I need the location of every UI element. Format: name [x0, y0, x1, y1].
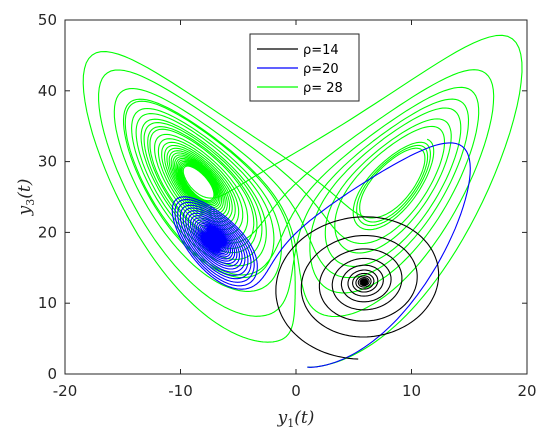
x-tick-label: 0	[291, 382, 301, 400]
y-tick-label: 40	[38, 82, 57, 100]
y-tick-label: 20	[38, 223, 57, 241]
y-axis-label: y3(t)	[15, 179, 37, 217]
series-layer	[82, 34, 523, 368]
legend-label-rho-20: ρ=20	[303, 62, 339, 77]
y-tick-label: 30	[38, 153, 57, 171]
series-line-0	[275, 216, 440, 360]
series-line-2	[82, 34, 523, 368]
series-line-1	[171, 142, 471, 368]
x-tick-label: 10	[402, 382, 421, 400]
y-tick-label: 50	[38, 11, 57, 29]
y-tick-label: 10	[38, 294, 57, 312]
x-axis-label: y1(t)	[277, 408, 315, 430]
legend-box	[249, 33, 360, 102]
y-tick-label: 0	[47, 365, 57, 383]
legend-label-rho-28: ρ= 28	[303, 81, 343, 96]
tick-layer: -20 -10 0 10 20 0 10 20 30 40 50	[38, 11, 537, 400]
x-tick-label: -10	[168, 382, 193, 400]
x-tick-label: 20	[517, 382, 536, 400]
legend: ρ=14 ρ=20 ρ= 28	[249, 33, 360, 102]
legend-label-rho-14: ρ=14	[303, 43, 339, 58]
x-tick-label: -20	[53, 382, 78, 400]
